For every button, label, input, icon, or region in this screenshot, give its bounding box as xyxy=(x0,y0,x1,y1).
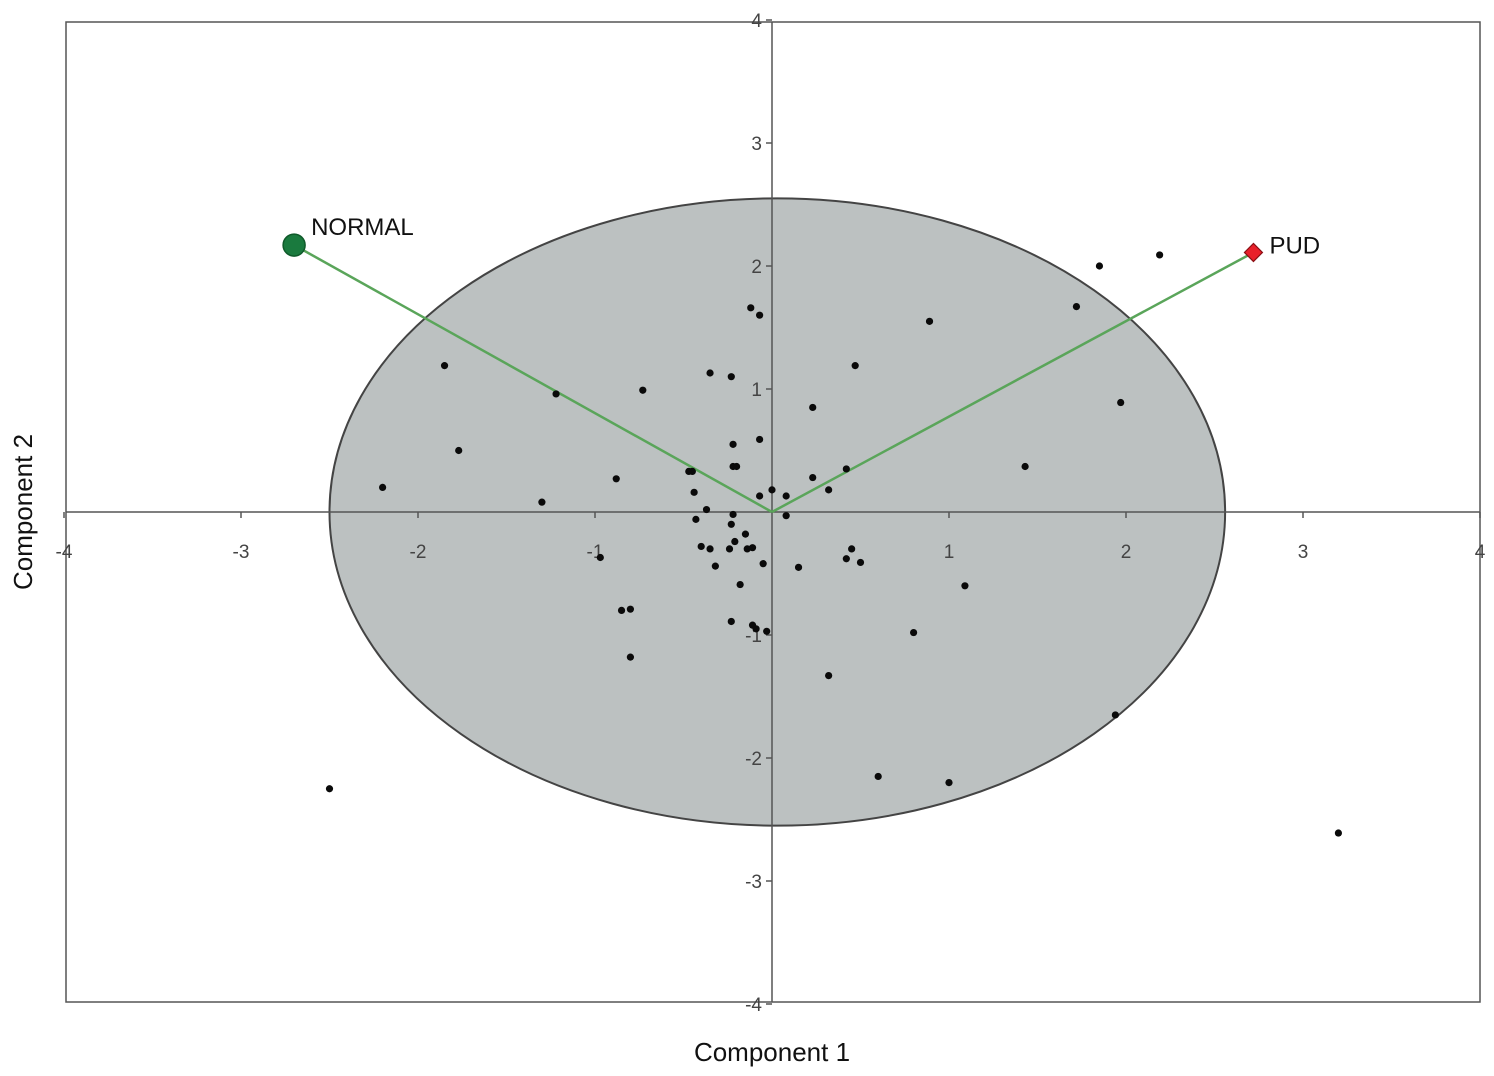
data-points xyxy=(325,251,1342,837)
data-point xyxy=(697,542,705,551)
data-point xyxy=(727,617,735,626)
data-point xyxy=(825,671,833,680)
x-tick-label: 3 xyxy=(1298,542,1309,563)
data-point xyxy=(768,486,776,494)
data-point xyxy=(851,362,859,370)
x-tick-labels: -4 -3 -2 -1 1 2 3 4 xyxy=(56,542,1486,563)
x-tick-label: -3 xyxy=(233,542,250,563)
data-point xyxy=(759,560,767,568)
data-point xyxy=(617,606,626,615)
y-tick-label: 1 xyxy=(751,380,762,401)
loading-vector-label: PUD xyxy=(1269,232,1320,259)
data-point xyxy=(1072,302,1081,311)
data-point xyxy=(825,486,833,494)
data-point xyxy=(440,362,449,370)
data-point xyxy=(688,467,696,476)
data-point xyxy=(782,512,790,520)
data-point xyxy=(612,475,620,483)
data-point xyxy=(596,553,604,562)
data-point xyxy=(1334,829,1342,837)
data-point xyxy=(1111,711,1119,719)
y-tick-label: 3 xyxy=(751,134,762,155)
data-point xyxy=(756,435,764,444)
data-point xyxy=(856,558,865,567)
x-tick-label: 2 xyxy=(1121,542,1132,563)
loading-vector-marker-diamond xyxy=(1243,242,1264,263)
data-point xyxy=(945,779,953,787)
data-point xyxy=(809,403,817,412)
y-tick-label: -3 xyxy=(745,872,762,893)
data-point xyxy=(690,488,698,496)
data-point xyxy=(711,562,719,570)
data-point xyxy=(782,492,790,500)
y-tick-label: -4 xyxy=(745,995,762,1016)
data-point xyxy=(752,625,760,633)
loading-vector-marker-circle xyxy=(282,233,306,257)
y-tick-label: -2 xyxy=(745,749,762,770)
data-point xyxy=(809,473,817,482)
data-point xyxy=(874,772,882,781)
data-point xyxy=(910,628,918,637)
y-tick-label: 2 xyxy=(751,257,762,278)
data-point xyxy=(702,505,711,514)
data-point xyxy=(961,582,969,590)
data-point xyxy=(763,627,771,635)
loading-vectors xyxy=(293,243,1255,514)
data-point xyxy=(626,605,635,613)
data-point xyxy=(727,373,735,381)
data-point xyxy=(538,498,546,506)
data-point xyxy=(748,544,757,552)
data-point xyxy=(706,369,714,377)
data-point xyxy=(756,311,764,319)
data-point xyxy=(725,545,734,553)
data-point xyxy=(455,446,463,455)
data-point xyxy=(733,462,741,471)
data-point xyxy=(794,563,803,571)
x-tick-label: 4 xyxy=(1475,542,1486,563)
loading-vector-label: NORMAL xyxy=(311,214,414,241)
loading-vector-line xyxy=(293,243,773,514)
data-point xyxy=(692,515,700,523)
data-point xyxy=(729,440,737,448)
loading-vector-markers: NORMAL PUD xyxy=(282,214,1320,263)
y-tick-label: 4 xyxy=(751,11,762,32)
x-tick-label: -2 xyxy=(410,542,427,563)
data-point xyxy=(552,390,560,398)
data-point xyxy=(729,510,737,519)
data-point xyxy=(842,555,850,563)
data-point xyxy=(1117,398,1125,407)
x-tick-label: -4 xyxy=(56,542,73,563)
data-point xyxy=(848,545,856,553)
data-point xyxy=(1095,262,1104,270)
data-point xyxy=(626,653,635,661)
data-point xyxy=(756,492,764,500)
data-point xyxy=(325,785,334,793)
data-point xyxy=(1156,251,1164,259)
y-axis-title: Component 2 xyxy=(8,434,38,590)
data-point xyxy=(1021,462,1029,471)
data-point xyxy=(639,386,647,394)
x-axis-title: Component 1 xyxy=(694,1037,850,1067)
data-point xyxy=(736,580,744,589)
data-point xyxy=(747,304,755,312)
tick-marks xyxy=(63,19,1481,1005)
data-point xyxy=(842,465,850,473)
data-point xyxy=(706,545,714,553)
x-tick-label: 1 xyxy=(944,542,955,563)
data-point xyxy=(727,520,735,528)
data-point xyxy=(925,317,934,325)
data-point xyxy=(379,483,387,491)
data-point xyxy=(731,537,739,546)
data-point xyxy=(741,530,750,538)
loading-vector-line xyxy=(771,251,1255,514)
